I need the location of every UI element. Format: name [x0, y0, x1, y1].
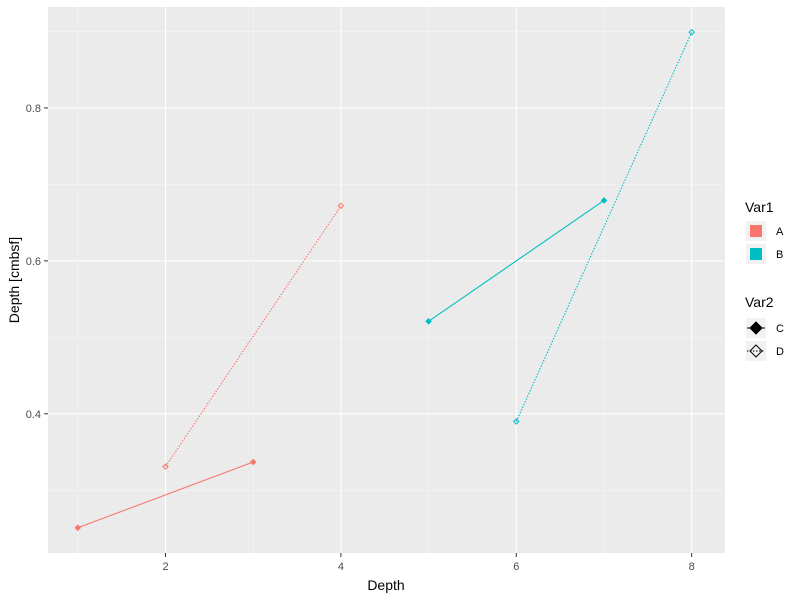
open-diamond-marker-icon	[337, 202, 345, 210]
y-tick-label: 0.8	[26, 103, 41, 115]
x-axis: 2 4 6 8	[162, 553, 695, 573]
x-tick-label: 6	[513, 561, 519, 573]
legend-swatch-icon	[750, 248, 762, 260]
y-axis-title: Depth [cmbsf]	[6, 237, 22, 323]
series-line	[77, 461, 254, 529]
grid-minor	[48, 7, 725, 553]
series-line	[428, 200, 605, 322]
open-diamond-marker-icon	[162, 463, 169, 470]
filled-diamond-marker-icon	[249, 458, 257, 466]
series-a-d	[162, 202, 345, 470]
y-tick-label: 0.6	[26, 256, 41, 268]
legend-label-b: B	[776, 249, 783, 261]
series-line	[165, 205, 342, 467]
open-diamond-marker-icon	[512, 418, 520, 425]
filled-diamond-icon	[749, 321, 763, 335]
y-tick-label: 0.4	[26, 409, 41, 421]
filled-diamond-marker-icon	[74, 524, 82, 532]
x-tick-label: 8	[689, 561, 695, 573]
series-b-d	[512, 28, 695, 425]
legend-label-a: A	[776, 226, 784, 238]
series-layer	[74, 28, 695, 532]
y-axis: 0.4 0.6 0.8	[26, 103, 48, 421]
filled-diamond-marker-icon	[425, 317, 432, 325]
legend-label-d: D	[776, 346, 784, 358]
series-b-c	[425, 197, 608, 325]
legend-title-var1: Var1	[745, 199, 774, 215]
legend-label-c: C	[776, 323, 784, 335]
filled-diamond-marker-icon	[600, 197, 608, 204]
series-a-c	[74, 458, 257, 532]
x-tick-label: 4	[338, 561, 344, 573]
x-axis-title: Depth	[367, 577, 404, 593]
grid-major	[48, 7, 725, 553]
plot-panel	[48, 7, 725, 553]
open-diamond-marker-icon	[688, 28, 695, 36]
series-line	[515, 32, 693, 422]
open-diamond-icon	[749, 344, 763, 358]
legend-swatch-icon	[750, 225, 762, 237]
legend-title-var2: Var2	[745, 294, 774, 310]
x-tick-label: 2	[162, 561, 168, 573]
